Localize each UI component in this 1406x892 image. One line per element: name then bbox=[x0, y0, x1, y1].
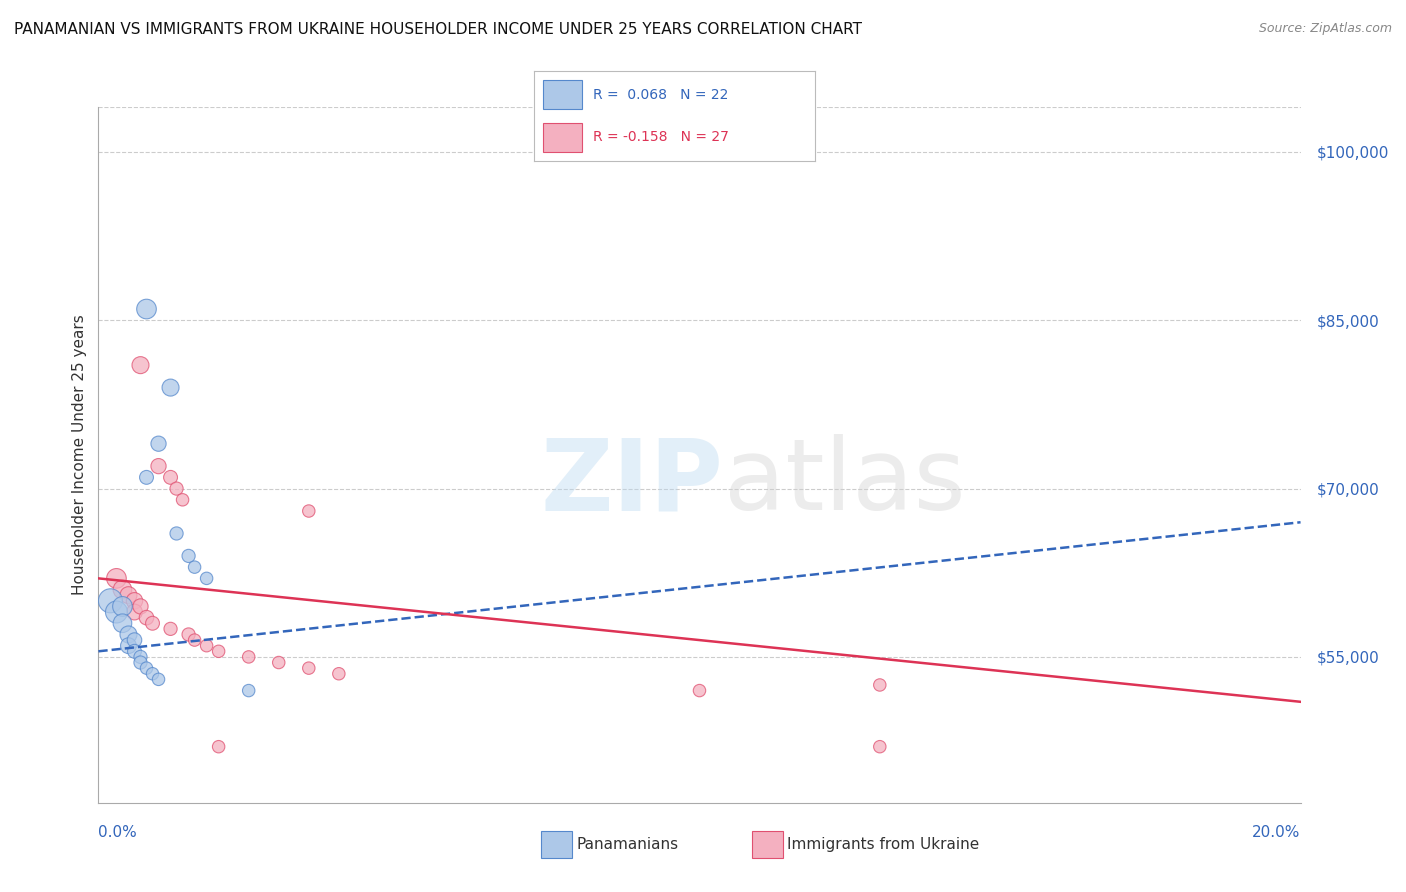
Point bbox=[129, 599, 152, 614]
Point bbox=[183, 633, 205, 648]
Text: atlas: atlas bbox=[724, 434, 965, 532]
Point bbox=[159, 622, 181, 636]
Point bbox=[124, 605, 146, 619]
Point bbox=[159, 381, 181, 395]
Point bbox=[148, 459, 170, 474]
Text: Panamanians: Panamanians bbox=[576, 838, 679, 852]
Text: ZIP: ZIP bbox=[541, 434, 724, 532]
Point bbox=[148, 436, 170, 450]
Point bbox=[111, 582, 134, 597]
Point bbox=[869, 739, 891, 754]
Point bbox=[129, 649, 152, 664]
Point bbox=[195, 571, 218, 585]
Point bbox=[208, 739, 231, 754]
Text: R =  0.068   N = 22: R = 0.068 N = 22 bbox=[593, 87, 728, 102]
Point bbox=[298, 504, 321, 518]
Point bbox=[238, 649, 260, 664]
Point bbox=[183, 560, 205, 574]
Point bbox=[117, 639, 139, 653]
Bar bbox=[543, 80, 582, 109]
Point bbox=[141, 666, 163, 681]
Point bbox=[111, 599, 134, 614]
Point bbox=[159, 470, 181, 484]
Point bbox=[100, 594, 122, 608]
Point bbox=[172, 492, 194, 507]
Point bbox=[195, 639, 218, 653]
Point bbox=[105, 605, 128, 619]
Point bbox=[105, 571, 128, 585]
Point bbox=[328, 666, 350, 681]
Point bbox=[124, 633, 146, 648]
Point bbox=[135, 610, 157, 624]
Point bbox=[177, 627, 200, 641]
Text: Immigrants from Ukraine: Immigrants from Ukraine bbox=[787, 838, 980, 852]
Text: PANAMANIAN VS IMMIGRANTS FROM UKRAINE HOUSEHOLDER INCOME UNDER 25 YEARS CORRELAT: PANAMANIAN VS IMMIGRANTS FROM UKRAINE HO… bbox=[14, 22, 862, 37]
Point bbox=[141, 616, 163, 631]
Point bbox=[129, 656, 152, 670]
Bar bbox=[543, 123, 582, 152]
Point bbox=[869, 678, 891, 692]
Point bbox=[688, 683, 710, 698]
Point bbox=[238, 683, 260, 698]
Point bbox=[177, 549, 200, 563]
Y-axis label: Householder Income Under 25 years: Householder Income Under 25 years bbox=[72, 315, 87, 595]
Text: Source: ZipAtlas.com: Source: ZipAtlas.com bbox=[1258, 22, 1392, 36]
Point bbox=[124, 594, 146, 608]
Point bbox=[124, 644, 146, 658]
Text: R = -0.158   N = 27: R = -0.158 N = 27 bbox=[593, 130, 730, 145]
Point bbox=[135, 301, 157, 316]
Text: 0.0%: 0.0% bbox=[98, 825, 138, 840]
Point bbox=[135, 470, 157, 484]
Point bbox=[117, 627, 139, 641]
Point bbox=[117, 588, 139, 602]
Point bbox=[166, 526, 188, 541]
Point bbox=[111, 616, 134, 631]
Point bbox=[208, 644, 231, 658]
Point bbox=[148, 673, 170, 687]
Point bbox=[129, 358, 152, 372]
Point bbox=[298, 661, 321, 675]
Point bbox=[166, 482, 188, 496]
Point bbox=[135, 661, 157, 675]
Text: 20.0%: 20.0% bbox=[1253, 825, 1301, 840]
Point bbox=[267, 656, 290, 670]
